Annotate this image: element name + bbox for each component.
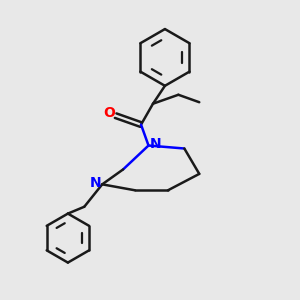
- Text: N: N: [90, 176, 101, 190]
- Text: O: O: [103, 106, 115, 120]
- Text: N: N: [149, 137, 161, 151]
